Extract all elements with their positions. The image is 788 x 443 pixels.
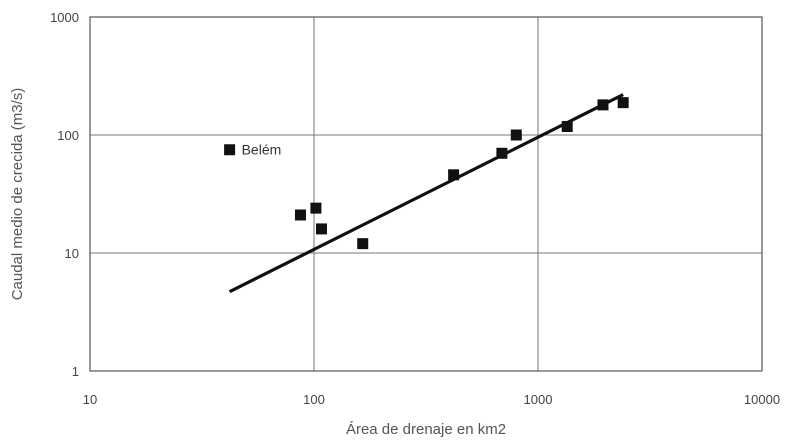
y-tick-label: 1 (72, 364, 79, 379)
x-axis-title: Área de drenaje en km2 (346, 421, 506, 438)
data-point (448, 169, 460, 181)
x-tick-label: 10 (83, 392, 97, 407)
x-tick-label: 100 (303, 392, 325, 407)
y-tick-label: 100 (57, 128, 79, 143)
data-point (597, 99, 609, 111)
data-point (310, 202, 322, 214)
data-point-label: Belém (242, 142, 282, 158)
grid-lines (90, 17, 762, 371)
data-point (496, 147, 508, 159)
data-point (224, 144, 236, 156)
y-tick-label: 1000 (50, 10, 79, 25)
data-point (315, 223, 327, 235)
x-tick-labels: 10 100 1000 10000 (83, 392, 780, 407)
x-tick-label: 10000 (744, 392, 780, 407)
trend-line (228, 93, 624, 294)
y-axis-title: Caudal medio de crecida (m3/s) (9, 88, 26, 301)
point-labels: Belém (242, 142, 282, 158)
data-point (561, 121, 573, 133)
x-tick-label: 1000 (524, 392, 553, 407)
plot-area (89, 16, 763, 372)
data-point (357, 238, 369, 250)
data-point (510, 129, 522, 141)
data-point (617, 97, 629, 109)
data-point (294, 209, 306, 221)
data-points (224, 97, 629, 250)
y-tick-labels: 1 10 100 1000 (50, 10, 79, 379)
y-tick-label: 10 (65, 246, 79, 261)
